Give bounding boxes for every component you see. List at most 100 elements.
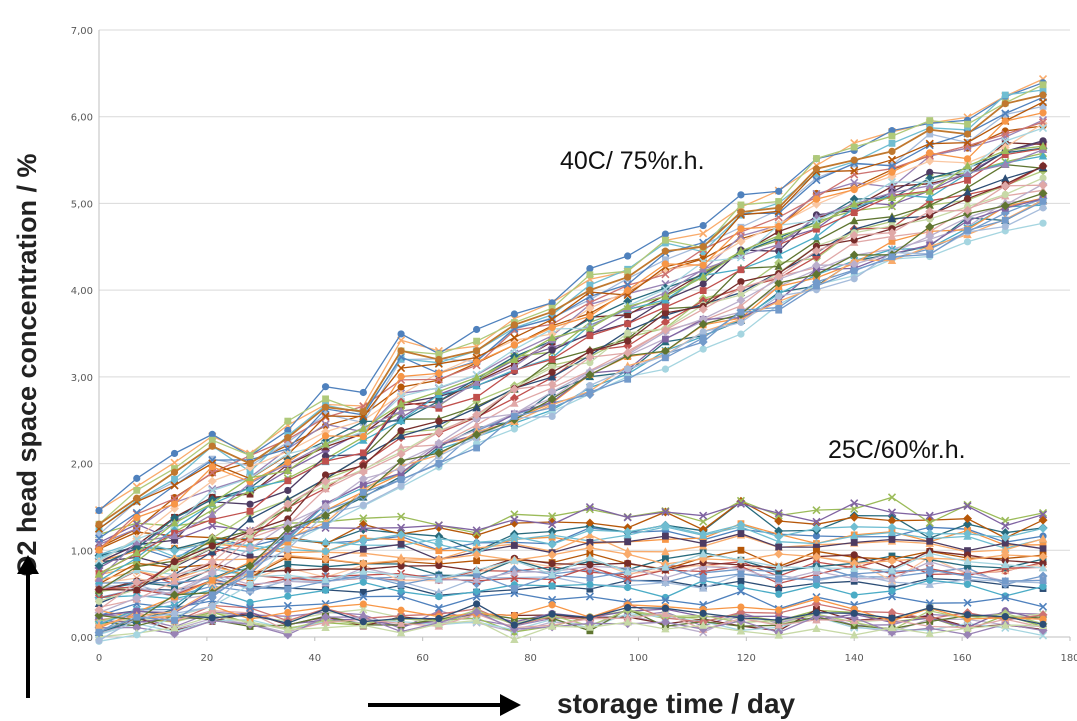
data-point	[925, 511, 934, 520]
data-point	[699, 345, 707, 353]
data-point	[397, 512, 406, 521]
data-point	[321, 413, 330, 422]
data-point	[737, 201, 745, 209]
data-point	[662, 303, 669, 311]
data-point	[887, 228, 897, 238]
x-tick-label: 160	[953, 653, 972, 664]
data-point	[246, 611, 254, 619]
data-point	[510, 413, 518, 420]
data-point	[547, 621, 557, 630]
series-line	[98, 89, 1044, 530]
series-line	[98, 165, 1044, 591]
data-point	[813, 155, 820, 162]
data-point	[245, 617, 255, 626]
data-point	[359, 605, 368, 614]
data-point	[95, 636, 103, 645]
data-point	[170, 449, 179, 458]
data-point	[586, 296, 594, 304]
y-axis-arrow	[17, 555, 39, 698]
data-point	[208, 463, 216, 471]
data-point	[585, 303, 595, 313]
data-point	[698, 272, 708, 281]
data-point	[850, 570, 858, 578]
data-point	[473, 358, 481, 366]
data-point	[963, 168, 972, 177]
data-point	[925, 629, 934, 638]
data-point	[434, 587, 444, 596]
data-point	[624, 337, 632, 345]
series-line	[98, 123, 1044, 563]
series-40c	[95, 81, 1047, 528]
data-point	[812, 242, 821, 251]
data-point	[812, 595, 821, 603]
data-point	[548, 601, 556, 609]
data-point	[95, 520, 103, 528]
data-point	[887, 161, 897, 170]
data-point	[208, 468, 217, 477]
data-point	[170, 629, 180, 639]
data-point	[737, 225, 745, 233]
data-point	[1001, 151, 1009, 159]
data-point	[623, 613, 632, 622]
data-point	[283, 449, 292, 458]
data-point	[888, 536, 896, 543]
data-point	[1001, 521, 1010, 530]
data-point	[586, 381, 594, 390]
data-point	[699, 229, 708, 238]
data-point	[850, 178, 859, 187]
data-point	[171, 475, 178, 483]
data-point	[812, 175, 821, 185]
data-point	[94, 534, 104, 543]
data-point	[963, 611, 972, 619]
data-point	[284, 486, 292, 495]
data-point	[397, 540, 405, 548]
data-point	[624, 286, 632, 295]
data-point	[775, 222, 783, 231]
data-point	[774, 231, 783, 240]
data-point	[1001, 100, 1009, 108]
data-point	[888, 139, 896, 147]
data-point	[925, 231, 935, 241]
data-point	[775, 584, 783, 592]
data-point	[850, 143, 858, 151]
data-point	[1039, 219, 1047, 227]
data-point	[1001, 117, 1009, 125]
data-point	[1001, 593, 1010, 602]
data-point	[170, 458, 179, 467]
data-point	[1038, 141, 1048, 150]
series-line	[98, 96, 1044, 539]
data-point	[660, 325, 670, 335]
data-point	[1001, 560, 1010, 569]
data-point	[737, 603, 745, 611]
data-point	[133, 586, 141, 594]
data-point	[133, 494, 141, 502]
data-point	[586, 388, 594, 396]
data-point	[811, 269, 821, 279]
data-point	[661, 285, 670, 294]
data-point	[1000, 528, 1010, 538]
data-point	[1039, 545, 1047, 553]
data-point	[434, 400, 444, 409]
data-point	[208, 521, 217, 530]
data-point	[774, 532, 784, 542]
data-point	[662, 532, 669, 540]
data-point	[359, 618, 367, 626]
data-point	[434, 574, 444, 583]
data-point	[812, 232, 821, 241]
data-point	[322, 522, 329, 529]
data-point	[623, 302, 632, 310]
data-point	[736, 283, 746, 293]
data-point	[737, 546, 745, 554]
data-point	[811, 246, 821, 256]
data-point	[1001, 130, 1010, 139]
data-point	[774, 537, 783, 546]
data-point	[812, 236, 821, 245]
data-point	[473, 347, 481, 355]
data-point	[321, 537, 330, 546]
series-line	[98, 523, 1044, 562]
y-tick-label: 7,00	[71, 26, 93, 37]
data-point	[850, 609, 858, 617]
data-point	[661, 507, 670, 517]
series-line	[98, 500, 1044, 550]
data-point	[1001, 216, 1009, 224]
